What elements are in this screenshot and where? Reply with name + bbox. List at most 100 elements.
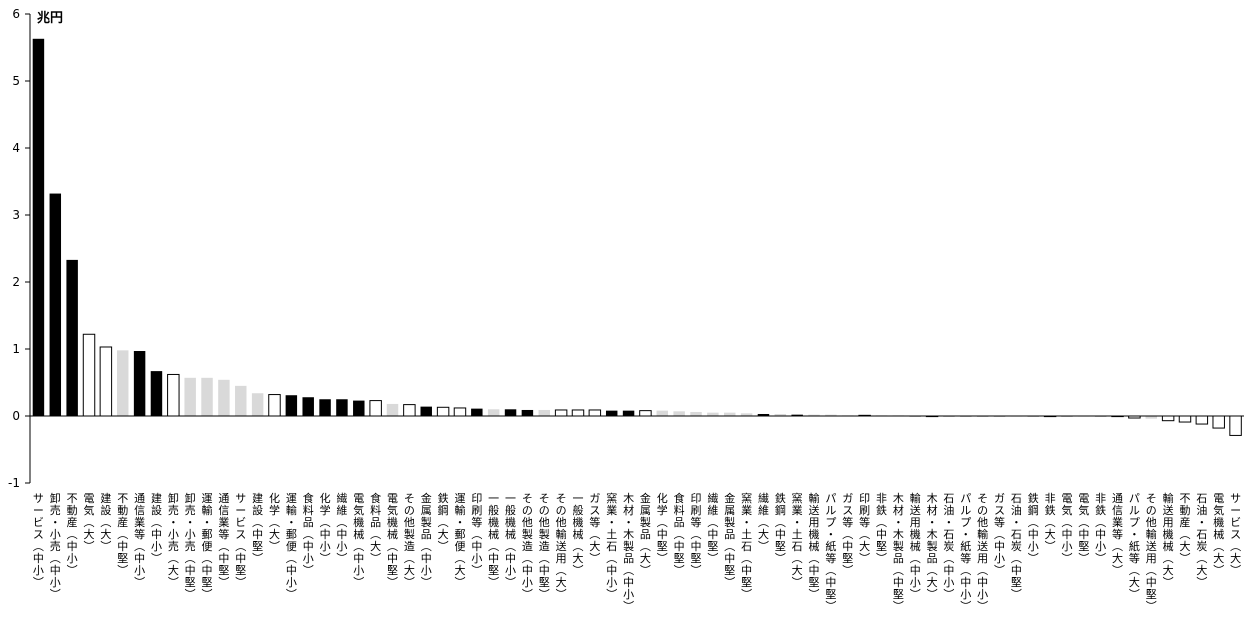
category-label: 卸売・小売︵大︶ bbox=[168, 491, 179, 589]
bar bbox=[673, 411, 685, 416]
category-label: 鉄鋼︵中小︶ bbox=[1028, 491, 1039, 565]
bar bbox=[184, 377, 196, 416]
y-tick-label: 6 bbox=[12, 7, 20, 21]
category-label: 非鉄︵中堅︶ bbox=[876, 492, 887, 565]
bar bbox=[302, 397, 314, 416]
y-tick-label: 4 bbox=[12, 141, 20, 155]
category-label: 通信業等︵中小︶ bbox=[134, 492, 145, 589]
category-label: 輸送用機械︵中堅︶ bbox=[809, 491, 820, 601]
category-label: 窯業・土石︵大︶ bbox=[792, 491, 803, 589]
bar bbox=[538, 409, 550, 416]
y-tick-label: 5 bbox=[12, 74, 20, 88]
category-label: 印刷等︵中小︶ bbox=[471, 492, 482, 577]
category-label: 輸送用機械︵大︶ bbox=[1163, 491, 1174, 589]
bar bbox=[639, 410, 652, 417]
category-label: 金属製品︵中小︶ bbox=[421, 491, 432, 589]
bar bbox=[808, 414, 820, 416]
category-label: 石油・石炭︵大︶ bbox=[1196, 492, 1207, 589]
bar bbox=[487, 409, 500, 416]
bar bbox=[622, 410, 635, 416]
bar bbox=[117, 350, 129, 416]
bar bbox=[1145, 416, 1157, 419]
category-label: 金属製品︵中堅︶ bbox=[724, 491, 735, 589]
category-label: 窯業・土石︵中堅︶ bbox=[741, 491, 752, 601]
category-label: パルプ・紙等︵大︶ bbox=[1129, 492, 1140, 601]
category-label: ガス等︵大︶ bbox=[589, 492, 600, 565]
bar bbox=[150, 371, 163, 416]
category-label: 食料品︵中堅︶ bbox=[674, 491, 685, 577]
category-label: パルプ・紙等︵中堅︶ bbox=[825, 492, 836, 613]
bar bbox=[1212, 415, 1225, 429]
category-label: その他製造︵大︶ bbox=[404, 492, 415, 589]
bar bbox=[707, 412, 719, 416]
y-axis: -1 0 1 2 3 4 5 6 bbox=[8, 7, 31, 490]
bar bbox=[218, 379, 230, 416]
bar bbox=[791, 414, 803, 416]
bar bbox=[285, 395, 298, 416]
category-label: サービス︵中堅︶ bbox=[235, 492, 246, 589]
category-label: 一般機械︵中堅︶ bbox=[488, 492, 499, 589]
category-label: 電気︵中堅︶ bbox=[1078, 492, 1089, 565]
category-label: 非鉄︵中小︶ bbox=[1095, 492, 1106, 565]
bar bbox=[453, 407, 467, 417]
y-tick-label: 1 bbox=[12, 342, 20, 356]
category-label: 電気機械︵中小︶ bbox=[353, 492, 364, 589]
bar bbox=[724, 412, 736, 416]
category-label: サービス︵中小︶ bbox=[33, 492, 44, 589]
category-label: 通信業等︵中堅︶ bbox=[218, 492, 229, 589]
category-label: 電気機械︵中堅︶ bbox=[387, 492, 398, 589]
category-label: 木材・木製品︵大︶ bbox=[927, 492, 938, 601]
category-label: 繊維︵中堅︶ bbox=[707, 492, 718, 565]
category-label: 化学︵中小︶ bbox=[320, 491, 331, 565]
bar bbox=[133, 351, 146, 416]
category-label: 輸送用機械︵中小︶ bbox=[910, 491, 921, 601]
category-label: 印刷等︵大︶ bbox=[859, 492, 870, 565]
category-label: 鉄鋼︵大︶ bbox=[438, 491, 449, 553]
bar bbox=[369, 400, 382, 417]
category-label: その他輸送用︵中小︶ bbox=[977, 492, 988, 613]
bar bbox=[251, 393, 264, 416]
category-label: 石油・石炭︵中小︶ bbox=[943, 492, 954, 601]
bar bbox=[571, 409, 585, 417]
category-label: サービス︵大︶ bbox=[1230, 492, 1241, 577]
bar bbox=[99, 346, 113, 417]
bar bbox=[235, 385, 247, 416]
category-label: その他製造︵中小︶ bbox=[522, 492, 533, 601]
category-label: 繊維︵中小︶ bbox=[336, 492, 347, 565]
bar bbox=[471, 408, 483, 416]
category-label: 繊維︵大︶ bbox=[758, 492, 769, 553]
bar bbox=[1195, 415, 1209, 425]
bar bbox=[521, 409, 534, 416]
category-label: 石油・石炭︵中堅︶ bbox=[1011, 492, 1022, 601]
category-label: その他製造︵中堅︶ bbox=[539, 492, 550, 601]
category-label: 窯業・土石︵中小︶ bbox=[606, 491, 617, 601]
y-tick-label: -1 bbox=[8, 476, 20, 490]
bar bbox=[825, 414, 837, 416]
category-label: 運輸・郵便︵中堅︶ bbox=[202, 492, 213, 601]
bar bbox=[353, 400, 365, 416]
bar bbox=[774, 413, 787, 416]
category-label: 建設︵大︶ bbox=[100, 491, 111, 553]
bar bbox=[32, 38, 45, 416]
category-label: 食料品︵大︶ bbox=[370, 491, 381, 565]
bar bbox=[554, 409, 568, 417]
category-label: 不動産︵中堅︶ bbox=[117, 492, 128, 577]
bar bbox=[268, 394, 281, 417]
category-label: 一般機械︵大︶ bbox=[572, 492, 583, 577]
bar bbox=[1161, 415, 1175, 422]
bar bbox=[403, 404, 416, 417]
bars bbox=[32, 38, 1242, 436]
bar bbox=[386, 403, 399, 416]
category-label: パルプ・紙等︵中小︶ bbox=[960, 492, 971, 613]
category-label: その他輸送用︵大︶ bbox=[556, 492, 567, 601]
category-label: 不動産︵中小︶ bbox=[67, 492, 78, 577]
category-label: 運輸・郵便︵大︶ bbox=[454, 492, 465, 589]
category-label: 不動産︵大︶ bbox=[1179, 492, 1190, 565]
category-label: 通信業等︵大︶ bbox=[1112, 492, 1123, 577]
category-label: その他輸送用︵中堅︶ bbox=[1146, 492, 1157, 613]
bar bbox=[757, 413, 770, 416]
category-label: 鉄鋼︵中堅︶ bbox=[775, 491, 786, 565]
bar bbox=[66, 259, 78, 416]
bar bbox=[1229, 415, 1242, 436]
